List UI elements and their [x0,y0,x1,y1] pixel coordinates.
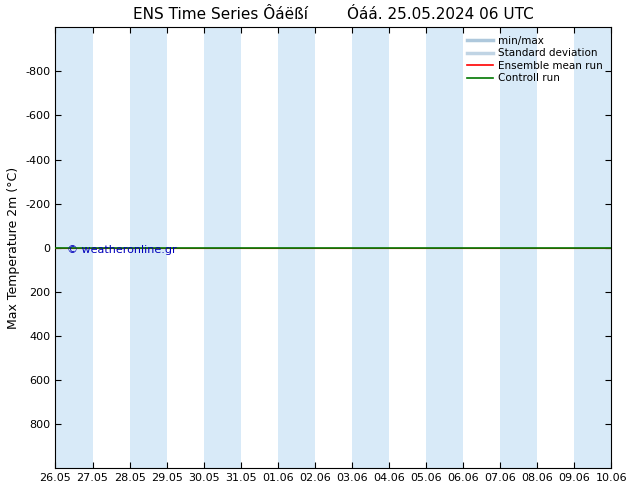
Y-axis label: Max Temperature 2m (°C): Max Temperature 2m (°C) [7,167,20,329]
Title: ENS Time Series Ôáëßí        Óáá. 25.05.2024 06 UTC: ENS Time Series Ôáëßí Óáá. 25.05.2024 06… [133,7,534,22]
Bar [278,27,315,468]
Bar [129,27,167,468]
Text: © weatheronline.gr: © weatheronline.gr [67,245,176,255]
Bar [426,27,463,468]
Bar [204,27,241,468]
Legend: min/max, Standard deviation, Ensemble mean run, Controll run: min/max, Standard deviation, Ensemble me… [464,32,606,87]
Bar [574,27,611,468]
Bar [500,27,537,468]
Bar [352,27,389,468]
Bar [56,27,93,468]
